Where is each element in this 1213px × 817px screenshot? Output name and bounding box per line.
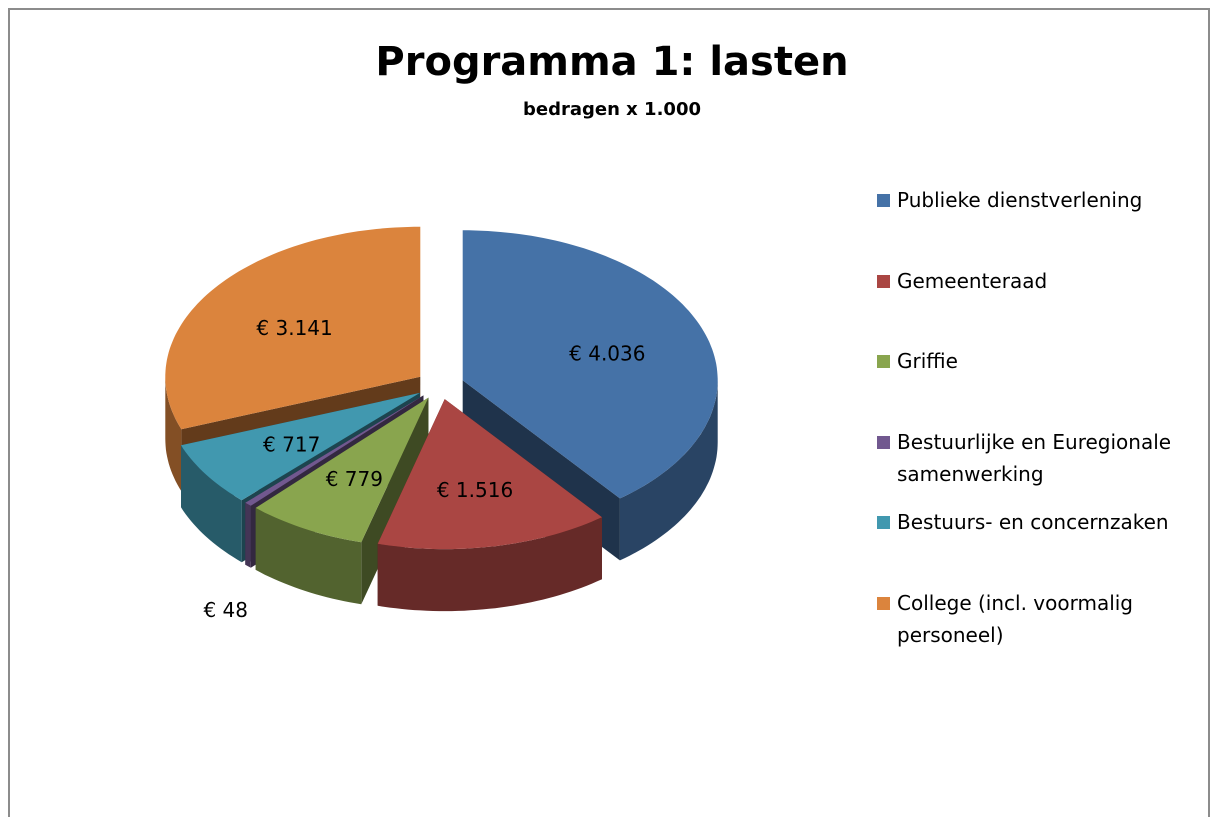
data-label: € 48 <box>203 598 248 622</box>
slice-top <box>181 392 420 501</box>
slice-top <box>255 397 429 543</box>
legend-swatch <box>877 435 890 449</box>
legend-swatch <box>877 516 890 529</box>
data-label: € 779 <box>326 467 383 491</box>
legend-swatch <box>877 355 890 368</box>
legend-label: Gemeenteraad <box>897 268 1048 293</box>
slice-wall <box>255 507 362 605</box>
slice-top <box>462 230 718 499</box>
slice-top <box>245 395 424 506</box>
chart-subtitle: bedragen x 1.000 <box>523 99 701 120</box>
data-label: € 1.516 <box>437 478 513 502</box>
legend-item: Bestuurs- en concernzaken <box>877 506 1197 538</box>
data-label: € 3.141 <box>256 316 332 340</box>
legend-label: Bestuurlijke en Euregionale samenwerking <box>897 429 1172 486</box>
slice-wall <box>165 376 182 492</box>
slice <box>377 399 602 612</box>
slice-wall <box>619 380 718 561</box>
legend-item: Publieke dienstverlening <box>877 184 1197 216</box>
legend-item: College (incl. voormalig personeel) <box>877 587 1197 651</box>
legend-label: Griffie <box>897 349 958 373</box>
slice-wall <box>181 445 242 563</box>
legend-label: Bestuurs- en concernzaken <box>897 510 1169 534</box>
slice-wall <box>377 517 602 612</box>
slice-top <box>377 399 602 550</box>
legend-swatch <box>877 596 890 610</box>
chart-title: Programma 1: lasten <box>375 39 848 85</box>
data-label: € 717 <box>263 432 320 456</box>
legend-swatch <box>877 274 890 288</box>
legend-item: Bestuurlijke en Euregionale samenwerking <box>877 426 1197 490</box>
slice-wall <box>245 502 251 568</box>
legend-label: Publieke dienstverlening <box>897 188 1143 212</box>
legend-item: Griffie <box>877 345 1197 377</box>
legend-item: Gemeenteraad <box>877 265 1197 297</box>
legend-swatch <box>877 194 890 207</box>
slice-top <box>165 226 421 430</box>
data-label: € 4.036 <box>569 341 645 365</box>
pie: € 4.036 € 1.516 € 779 € 48 € 717 € 3.141 <box>165 226 718 622</box>
legend-label: College (incl. voormalig personeel) <box>897 590 1134 647</box>
